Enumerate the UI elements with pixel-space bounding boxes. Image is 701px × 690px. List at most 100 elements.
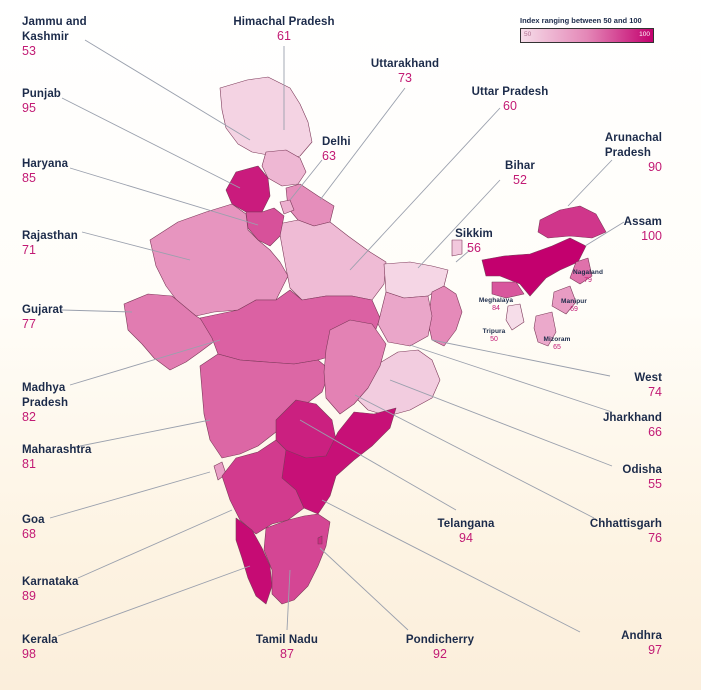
state-value: 74 xyxy=(648,385,662,399)
leader-line-kl xyxy=(57,565,251,637)
state-value: 53 xyxy=(22,44,36,58)
state-name: Tripura xyxy=(482,328,506,335)
state-label-jk: Jammu and Kashmir 53 xyxy=(22,14,87,58)
leader-line-ar xyxy=(567,159,613,207)
state-value: 71 xyxy=(22,243,36,257)
state-value: 84 xyxy=(492,305,500,312)
leader-line-pb xyxy=(61,97,241,189)
state-name: Pondicherry xyxy=(405,634,475,646)
state-gj xyxy=(123,293,217,371)
state-jk xyxy=(219,76,313,161)
legend-max-label: 100 xyxy=(639,31,650,38)
state-name: Manipur xyxy=(561,298,587,305)
leader-line-tg xyxy=(299,419,457,511)
leader-line-tn xyxy=(286,569,291,631)
state-value: 65 xyxy=(553,344,561,351)
state-value: 85 xyxy=(22,171,36,185)
state-value: 79 xyxy=(584,277,592,284)
state-name: Jharkhand xyxy=(602,412,662,424)
state-name: Uttar Pradesh xyxy=(471,86,549,98)
state-jh xyxy=(377,291,433,347)
state-value: 66 xyxy=(648,425,662,439)
state-label-od: Odisha 55 xyxy=(622,462,662,491)
state-label-kl: Kerala 98 xyxy=(22,632,58,661)
legend-gradient-bar: 50 100 xyxy=(520,28,654,43)
state-value: 92 xyxy=(433,647,447,661)
leader-line-ka xyxy=(77,509,233,579)
state-label-ar: Arunachal Pradesh 90 xyxy=(605,130,662,174)
leader-line-as xyxy=(584,221,625,247)
state-value: 50 xyxy=(490,336,498,343)
state-name: Assam xyxy=(623,216,662,228)
state-value: 97 xyxy=(648,643,662,657)
state-name: Rajasthan xyxy=(22,230,78,242)
state-value: 63 xyxy=(322,149,336,163)
state-value: 81 xyxy=(22,457,36,471)
leader-line-gj xyxy=(61,309,133,313)
state-name: Sikkim xyxy=(455,228,493,240)
state-value: 95 xyxy=(22,101,36,115)
state-ct xyxy=(323,319,387,415)
state-value: 61 xyxy=(277,29,291,43)
state-value: 90 xyxy=(648,160,662,174)
state-name: Chhattisgarh xyxy=(589,518,662,530)
state-name: Kerala xyxy=(22,634,58,646)
leader-line-uk xyxy=(319,87,406,201)
state-label-ga: Goa 68 xyxy=(22,512,45,541)
state-value: 76 xyxy=(648,531,662,545)
state-label-uk: Uttarakhand 73 xyxy=(371,56,439,85)
state-name: Karnataka xyxy=(22,576,79,588)
state-ar xyxy=(537,205,607,239)
state-dl xyxy=(279,199,295,215)
state-label-hr: Haryana 85 xyxy=(22,156,68,185)
state-value: 52 xyxy=(513,173,527,187)
state-value: 98 xyxy=(22,647,36,661)
state-nl xyxy=(569,257,593,285)
leader-line-br xyxy=(417,179,501,269)
state-value: 89 xyxy=(22,589,36,603)
state-name: Madhya Pradesh xyxy=(22,382,69,409)
state-name: Telangana xyxy=(437,518,495,530)
state-label-mn: Manipur 69 xyxy=(561,292,587,314)
state-name: West xyxy=(634,372,662,384)
state-wb xyxy=(427,285,463,347)
state-name: Delhi xyxy=(322,136,351,148)
state-name: Andhra xyxy=(621,630,662,642)
state-label-tg: Telangana 94 xyxy=(438,516,495,545)
state-label-mz: Mizoram 65 xyxy=(543,330,570,352)
leader-line-jk xyxy=(84,39,251,141)
state-value: 87 xyxy=(280,647,294,661)
leader-line-dl xyxy=(289,159,323,201)
state-value: 56 xyxy=(467,241,481,255)
state-name: Goa xyxy=(22,514,45,526)
state-name: Jammu and Kashmir xyxy=(22,16,87,43)
state-up xyxy=(277,219,387,301)
state-label-tr: Tripura 50 xyxy=(483,322,506,344)
leader-line-ct xyxy=(354,394,595,519)
state-label-mh: Maharashtra 81 xyxy=(22,442,92,471)
state-label-sk: Sikkim 56 xyxy=(455,226,493,255)
state-label-py: Pondicherry 92 xyxy=(406,632,474,661)
state-tr xyxy=(505,303,525,331)
state-sk xyxy=(451,239,463,257)
state-kl xyxy=(235,517,273,605)
state-name: Bihar xyxy=(505,160,535,172)
state-label-gj: Gujarat 77 xyxy=(22,302,63,331)
state-value: 100 xyxy=(641,229,662,243)
state-value: 82 xyxy=(22,410,36,424)
state-name: Tamil Nadu xyxy=(255,634,319,646)
legend: Index ranging between 50 and 100 50 100 xyxy=(520,16,656,43)
legend-min-label: 50 xyxy=(524,31,532,38)
state-mn xyxy=(551,285,577,315)
state-value: 55 xyxy=(648,477,662,491)
leader-line-up xyxy=(349,107,501,271)
state-name: Nagaland xyxy=(572,269,604,276)
state-label-ml: Meghalaya 84 xyxy=(479,291,513,313)
state-label-tn: Tamil Nadu 87 xyxy=(256,632,318,661)
state-label-rj: Rajasthan 71 xyxy=(22,228,78,257)
state-label-ap: Andhra 97 xyxy=(621,628,662,657)
state-value: 69 xyxy=(570,306,578,313)
leader-line-ap xyxy=(321,499,581,633)
